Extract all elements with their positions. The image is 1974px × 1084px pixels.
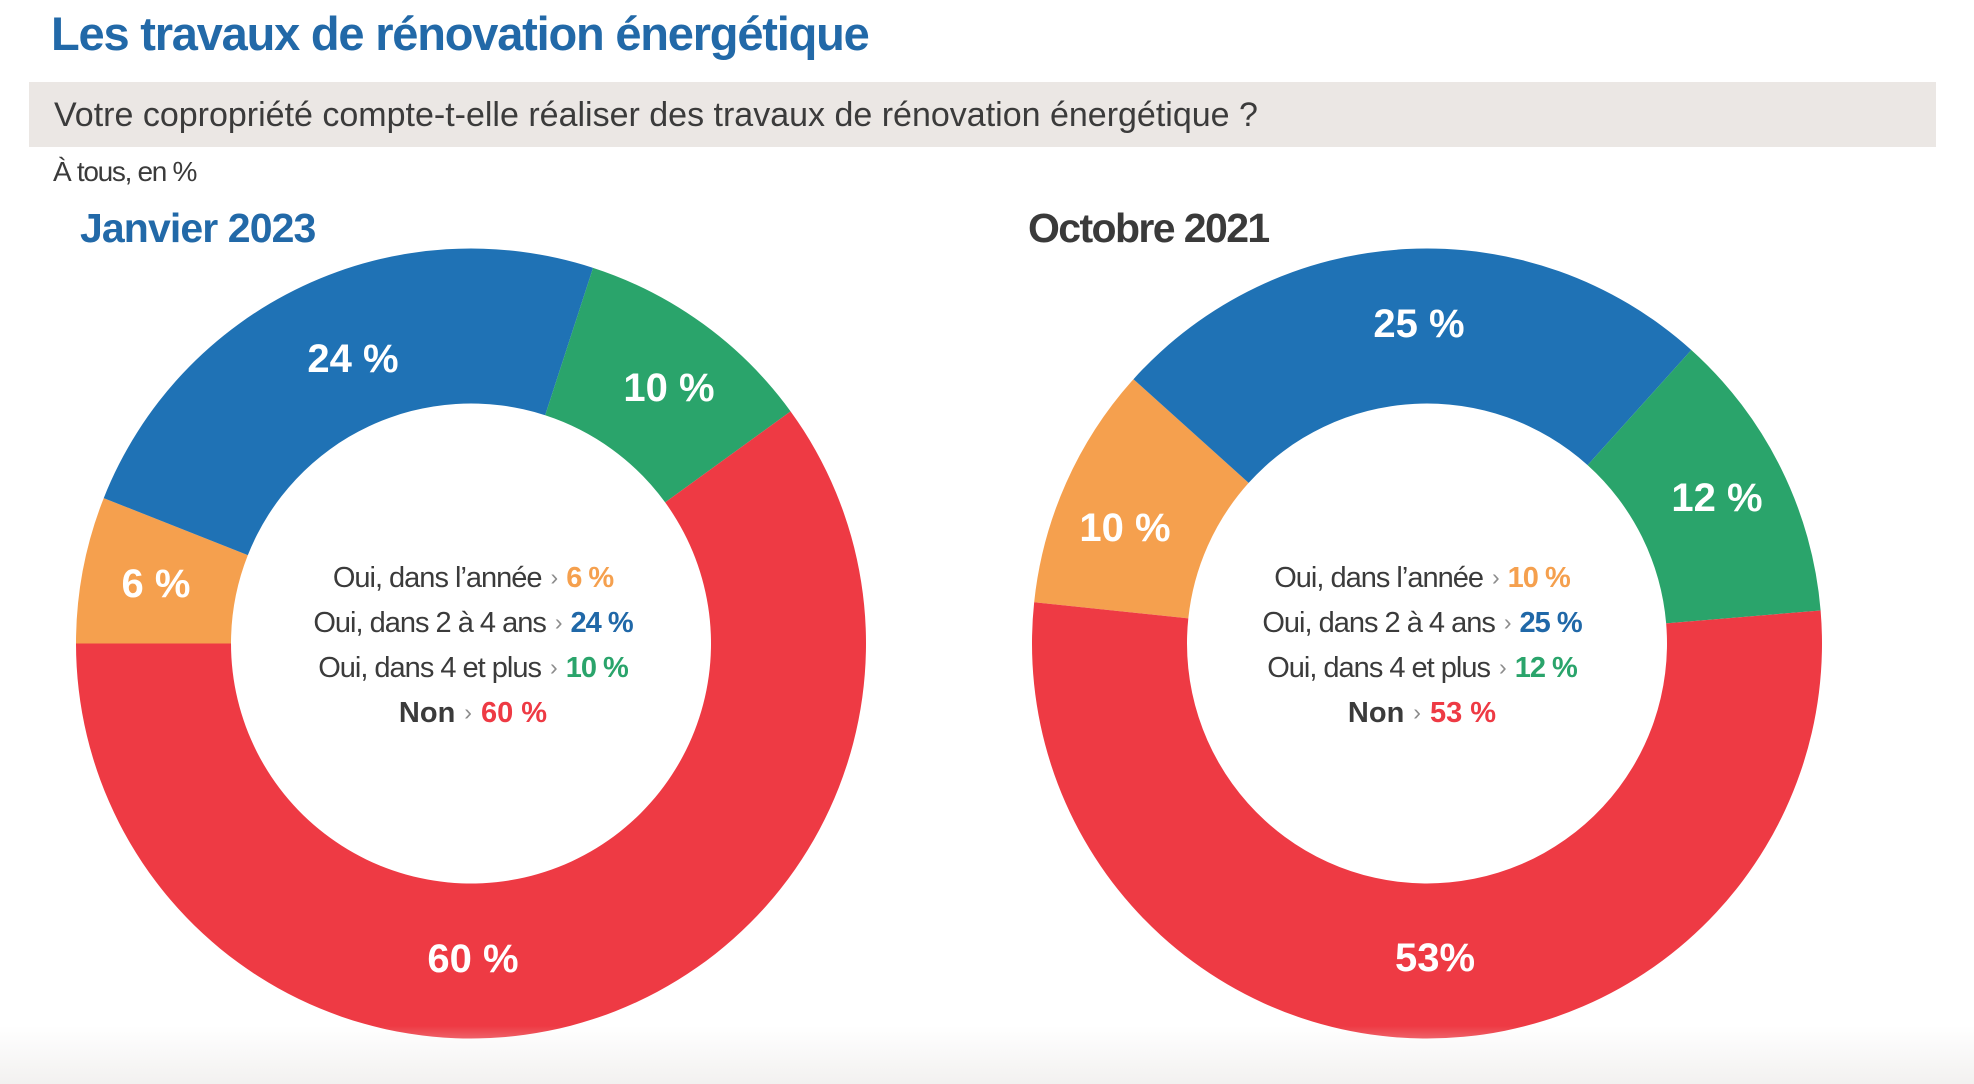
svg-text:25 %: 25 % — [1373, 302, 1464, 346]
svg-text:10 %: 10 % — [623, 366, 714, 410]
svg-text:24 %: 24 % — [307, 337, 398, 381]
svg-text:10 %: 10 % — [1079, 506, 1170, 550]
svg-text:6 %: 6 % — [122, 562, 191, 606]
svg-text:12 %: 12 % — [1671, 476, 1762, 520]
svg-text:60 %: 60 % — [427, 937, 518, 981]
svg-text:53%: 53% — [1395, 936, 1475, 980]
